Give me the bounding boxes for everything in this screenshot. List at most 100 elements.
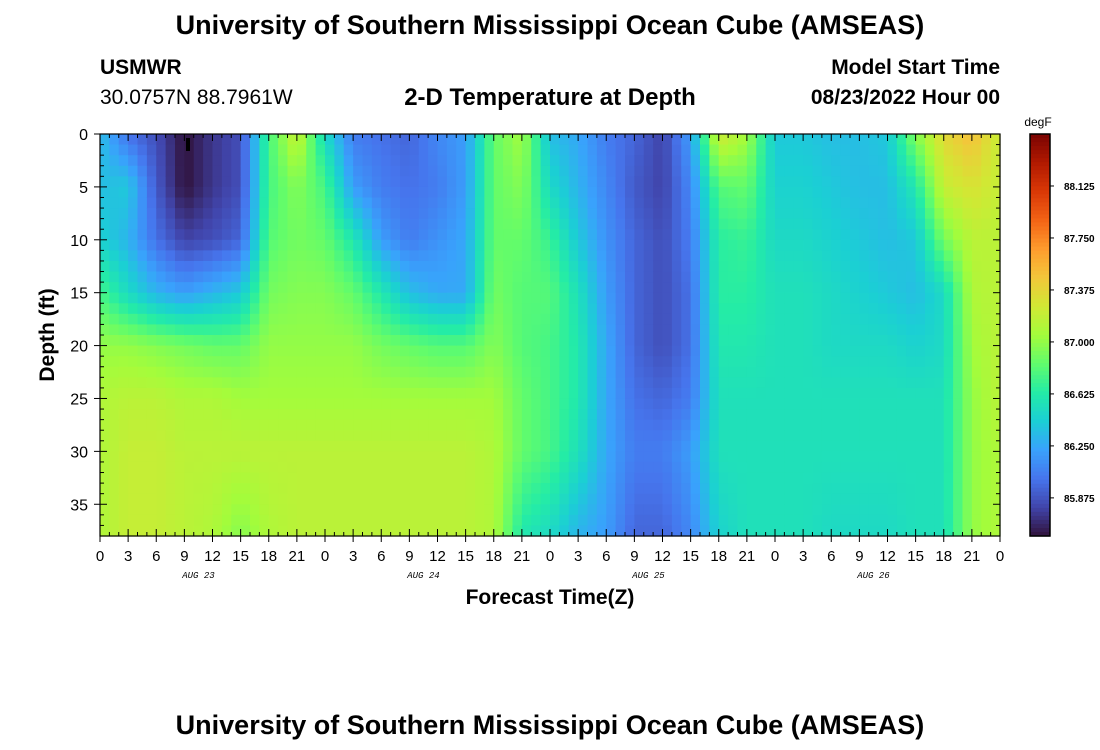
heatmap-cell [456,483,467,495]
heatmap-cell [184,250,195,262]
heatmap-cell [859,377,870,389]
heatmap-cell [756,292,767,304]
heatmap-cell [700,208,710,220]
heatmap-cell [503,303,514,315]
heatmap-cell [418,483,429,495]
heatmap-cell [146,134,157,146]
heatmap-cell [296,324,307,336]
heatmap-cell [793,461,804,474]
heatmap-cell [240,366,251,378]
heatmap-cell [559,387,570,400]
heatmap-cell [428,366,439,378]
heatmap-cell [662,197,673,209]
heatmap-cell [587,239,598,251]
heatmap-cell [831,324,842,336]
heatmap-cell [925,239,935,251]
colorbar-band [1030,214,1050,220]
heatmap-cell [409,356,420,368]
heatmap-cell [784,155,795,167]
heatmap-cell [484,155,495,167]
heatmap-cell [128,144,139,156]
heatmap-cell [371,335,382,347]
heatmap-cell [840,514,851,527]
heatmap-cell [540,461,551,474]
heatmap-cell [165,155,176,167]
heatmap-cell [934,250,945,262]
heatmap-cell [756,472,767,484]
heatmap-cell [887,165,898,177]
colorbar-band [1030,511,1050,517]
heatmap-cell [671,430,682,442]
heatmap-cell [775,260,785,273]
heatmap-cell [446,356,457,368]
heatmap-cell [521,239,532,251]
heatmap-cell [962,250,973,262]
heatmap-cell [137,176,148,188]
heatmap-cell [400,483,410,495]
heatmap-cell [709,493,720,505]
heatmap-cell [737,440,748,452]
heatmap-cell [568,377,579,389]
heatmap-cell [756,144,767,156]
heatmap-cell [812,144,823,156]
heatmap-cell [362,144,373,156]
heatmap-cell [381,229,392,241]
heatmap-cell [615,335,626,347]
heatmap-cell [990,335,1001,347]
heatmap-cell [128,176,139,188]
heatmap-cell [596,260,607,273]
heatmap-cell [512,229,523,241]
heatmap-cell [615,271,626,283]
heatmap-cell [971,387,982,400]
heatmap-cell [868,303,879,315]
heatmap-cell [803,229,814,241]
heatmap-cell [756,377,767,389]
heatmap-cell [990,250,1001,262]
heatmap-cell [831,250,842,262]
heatmap-cell [287,229,298,241]
heatmap-cell [793,335,804,347]
heatmap-cell [100,271,110,283]
heatmap-cell [362,451,373,463]
heatmap-cell [381,483,392,495]
heatmap-cell [793,504,804,516]
heatmap-cell [418,292,429,304]
heatmap-cell [137,472,148,484]
heatmap-cell [259,472,270,484]
heatmap-cell [775,134,785,146]
heatmap-cell [784,345,795,357]
heatmap-cell [643,366,654,378]
heatmap-cell [859,165,870,177]
heatmap-cell [221,356,232,368]
heatmap-cell [962,313,973,326]
heatmap-cell [465,271,476,283]
heatmap-cell [728,282,739,294]
heatmap-cell [296,176,307,188]
heatmap-cell [756,176,767,188]
heatmap-cell [240,155,251,167]
heatmap-cell [446,165,457,177]
heatmap-cell [868,525,879,537]
heatmap-cell [287,176,298,188]
heatmap-cell [681,165,692,177]
heatmap-cell [278,398,289,410]
heatmap-cell [765,387,776,400]
heatmap-cell [559,335,570,347]
heatmap-cell [943,186,954,199]
heatmap-cell [531,345,542,357]
heatmap-cell [943,356,954,368]
heatmap-cell [118,176,129,188]
heatmap-cell [512,144,523,156]
heatmap-cell [325,165,335,177]
colorbar-band [1030,254,1050,260]
heatmap-cell [887,409,898,421]
heatmap-cell [268,313,279,326]
heatmap-cell [718,504,729,516]
heatmap-cell [521,493,532,505]
heatmap-cell [625,239,635,251]
heatmap-cell [409,419,420,431]
heatmap-cell [400,134,410,146]
heatmap-cell [615,282,626,294]
heatmap-cell [887,514,898,527]
heatmap-cell [175,155,185,167]
